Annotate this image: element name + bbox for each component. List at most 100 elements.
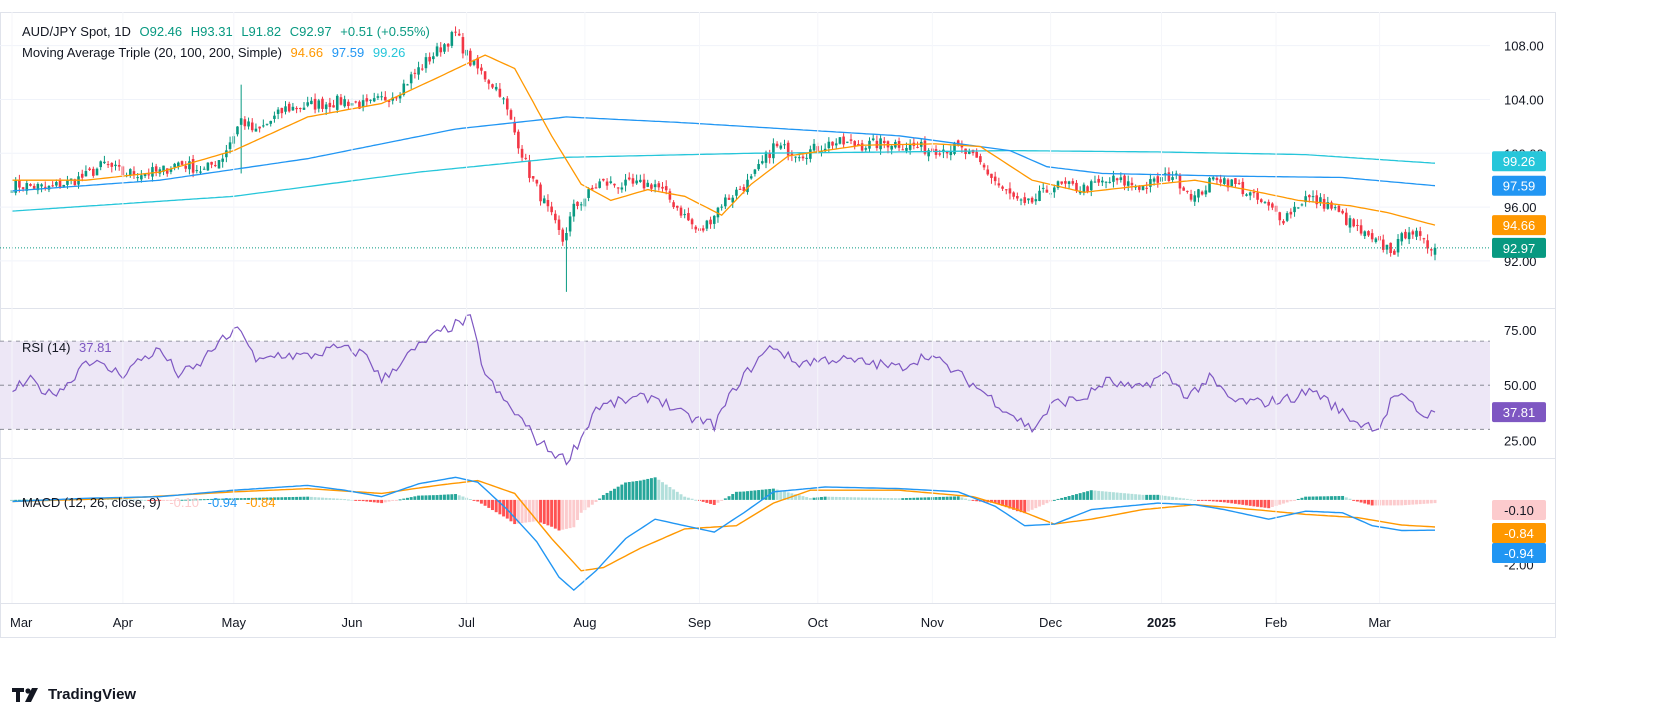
candle-body — [679, 207, 683, 216]
macd-badge-text: -0.10 — [1504, 503, 1534, 518]
macd-hist-bar — [801, 496, 805, 500]
candle-body — [653, 184, 657, 188]
candle-body — [58, 180, 62, 188]
macd-hist-bar — [646, 478, 650, 500]
macd-hist-bar — [794, 494, 798, 500]
tradingview-logo-icon — [12, 687, 38, 702]
macd-hist-bar — [638, 480, 642, 500]
candle-body — [1075, 182, 1078, 192]
macd-hist-bar — [17, 499, 21, 501]
candle-body — [369, 99, 372, 101]
candle-body — [191, 159, 195, 173]
candle-body — [372, 98, 376, 102]
candle-body — [505, 98, 509, 110]
macd-hist-bar — [1141, 494, 1145, 500]
price-badge-bg — [1492, 175, 1546, 196]
candle-body — [1400, 233, 1404, 242]
macd-hist-bar — [1130, 493, 1134, 500]
candle-body — [705, 220, 709, 229]
macd-hist-bar — [653, 477, 657, 500]
macd-hist-bar — [587, 499, 591, 508]
candle-body — [1038, 190, 1041, 202]
candle-body — [546, 200, 550, 207]
macd-hist-bar — [812, 497, 816, 500]
candle-body — [221, 158, 224, 162]
macd-hist-bar — [265, 497, 269, 500]
candle-body — [1367, 231, 1370, 236]
macd-hist-bar — [361, 499, 365, 502]
candle-body — [753, 169, 757, 174]
macd-hist-bar — [187, 499, 191, 501]
candle-body — [742, 187, 746, 192]
macd-hist-bar — [406, 497, 409, 500]
candle-body — [328, 102, 332, 108]
candle-body — [132, 171, 136, 176]
time-tick-label: Dec — [1039, 615, 1063, 630]
candle-body — [1123, 175, 1126, 186]
macd-hist-bar — [1385, 499, 1389, 506]
chart-frame — [0, 12, 1556, 638]
macd-hist-bar — [309, 496, 313, 500]
candle-body — [1027, 198, 1030, 201]
candle-body — [173, 163, 176, 168]
candle-body — [365, 98, 369, 102]
candle-body — [1112, 175, 1115, 182]
candle-body — [979, 156, 982, 163]
candle-body — [21, 187, 25, 189]
candle-body — [1308, 195, 1311, 198]
macd-hist-bar — [1023, 499, 1027, 514]
low-value: L91.82 — [241, 24, 282, 39]
macd-hist-bar — [616, 486, 620, 500]
candle-body — [1237, 183, 1241, 185]
macd-hist-bar — [849, 497, 853, 500]
candle-body — [1319, 197, 1322, 203]
candle-body — [406, 84, 409, 86]
candle-body — [128, 169, 132, 176]
macd-hist-bar — [1208, 499, 1212, 502]
candle-body — [395, 97, 398, 99]
price-badge: 94.66 — [1492, 215, 1546, 236]
macd-hist-bar — [417, 495, 421, 500]
macd-hist-bar — [224, 498, 228, 500]
macd-hist-bar — [975, 499, 979, 502]
macd-hist-bar — [631, 481, 635, 500]
macd-hist-bar — [1211, 499, 1215, 502]
candle-body — [1023, 197, 1027, 203]
candle-body — [14, 179, 17, 193]
candle-body — [1256, 192, 1259, 200]
candle-body — [287, 103, 291, 112]
macd-hist-bar — [1407, 499, 1411, 505]
macd-hist-bar — [1222, 499, 1226, 503]
macd-hist-bar — [949, 496, 953, 500]
candle-body — [605, 181, 609, 186]
macd-hist-bar — [1344, 497, 1348, 500]
candle-body — [1145, 187, 1148, 189]
macd-hist-bar — [960, 497, 964, 500]
macd-hist-bar — [860, 497, 864, 500]
ma20-value: 94.66 — [290, 45, 324, 60]
candle-body — [513, 121, 516, 133]
candle-body — [1045, 189, 1049, 193]
candle-body — [598, 181, 601, 188]
macd-hist-bar — [882, 497, 886, 500]
tradingview-footer[interactable]: TradingView — [12, 686, 136, 703]
candle-body — [1067, 181, 1071, 184]
macd-hist-bar — [1012, 499, 1016, 510]
candle-body — [794, 156, 797, 158]
macd-hist-bar — [387, 499, 391, 502]
macd-hist-bar — [1355, 499, 1359, 502]
candle-body — [1278, 212, 1282, 221]
candle-body — [701, 228, 705, 231]
macd-hist-bar — [620, 484, 624, 500]
candle-body — [151, 167, 154, 177]
macd-hist-bar — [838, 496, 842, 500]
macd-hist-bar — [598, 498, 602, 500]
candle-body — [797, 157, 801, 159]
macd-hist-bar — [875, 497, 879, 500]
candle-body — [664, 186, 668, 191]
rsi-badge: 37.81 — [1492, 402, 1546, 423]
candle-body — [624, 179, 627, 186]
candle-body — [550, 206, 553, 213]
candle-body — [956, 140, 960, 145]
